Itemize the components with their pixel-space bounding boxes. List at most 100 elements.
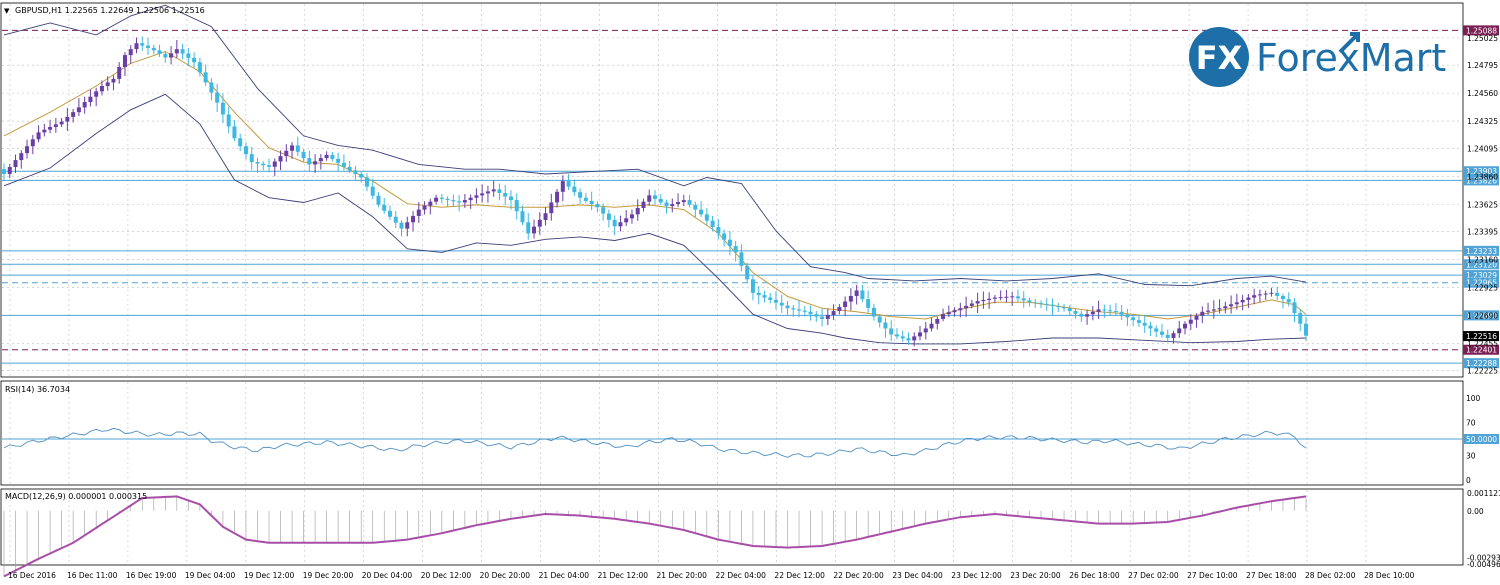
candle-body: [941, 314, 946, 319]
candle-body: [485, 191, 490, 194]
candle-body: [82, 102, 87, 108]
grid-lines: [2, 4, 1462, 564]
time-tick-label: 23 Dec 12:00: [951, 571, 1002, 580]
candle-body: [192, 57, 197, 63]
candle-body: [226, 114, 231, 127]
candle-body: [566, 181, 571, 187]
candle-body: [606, 213, 611, 220]
candle-body: [768, 297, 773, 300]
candle-body: [727, 239, 732, 247]
time-tick-label: 21 Dec 04:00: [539, 571, 590, 580]
candle-body: [537, 219, 542, 227]
time-tick-label: 27 Dec 18:00: [1246, 571, 1297, 580]
candle-body: [324, 154, 329, 159]
candle-body: [330, 154, 335, 159]
candle-body: [825, 314, 830, 319]
price-tick-label: 1.23860: [1467, 172, 1498, 181]
candle-body: [1033, 302, 1038, 304]
candle-body: [445, 198, 450, 201]
rsi-tick-label: 0: [1466, 476, 1471, 485]
time-tick-label: 20 Dec 04:00: [362, 571, 413, 580]
candle-body: [1102, 309, 1107, 311]
candle-body: [393, 216, 398, 223]
level-label: 1.22965: [1466, 279, 1497, 288]
price-tick-label: 1.23625: [1467, 200, 1498, 209]
candle-body: [30, 139, 35, 147]
time-tick-label: 19 Dec 04:00: [185, 571, 236, 580]
current-price-tag: [1463, 331, 1499, 342]
rsi-tick-label: 50.0000: [1466, 435, 1497, 444]
candle-body: [779, 302, 784, 306]
candle-body: [998, 297, 1003, 299]
time-tick-label: 28 Dec 02:00: [1305, 571, 1356, 580]
logo-arrow-icon: [1338, 32, 1360, 54]
candle-body: [1067, 308, 1072, 312]
level-label: 1.25088: [1466, 26, 1497, 35]
candle-body: [854, 290, 859, 296]
candle-body: [1090, 311, 1095, 315]
time-tick-label: 28 Dec 10:00: [1364, 571, 1415, 580]
level-tag: [1463, 245, 1499, 256]
rsi-tick-label: 100: [1466, 394, 1481, 403]
price-tick-label: 1.22690: [1467, 311, 1498, 320]
candle-body: [624, 218, 629, 223]
candle-body: [1263, 293, 1268, 295]
candle-body: [1206, 310, 1211, 312]
candle-body: [284, 150, 289, 157]
candle-body: [19, 153, 24, 161]
dropdown-triangle-icon[interactable]: ▼: [4, 7, 10, 15]
time-tick-label: 21 Dec 12:00: [598, 571, 649, 580]
level-tag: [1463, 175, 1499, 186]
candle-body: [353, 170, 358, 174]
level-tag: [1463, 25, 1499, 36]
candle-body: [2, 169, 6, 174]
candle-body: [249, 154, 254, 163]
candle-body: [739, 252, 744, 266]
candle-body: [831, 311, 836, 315]
candle-body: [1257, 294, 1262, 296]
rsi-tick-label: 70: [1466, 419, 1476, 428]
forexmart-logo: FX ForexMart: [1189, 27, 1446, 87]
candle-body: [370, 186, 375, 196]
candle-body: [560, 181, 565, 192]
candle-body: [169, 53, 174, 58]
candle-body: [992, 297, 997, 299]
candle-body: [635, 208, 640, 215]
candle-body: [399, 222, 404, 229]
candle-body: [203, 72, 208, 83]
level-label: 1.23029: [1466, 271, 1497, 280]
current-price-label: 1.22516: [1466, 332, 1497, 341]
candle-body: [733, 246, 738, 253]
candle-body: [434, 197, 439, 202]
candle-body: [215, 92, 220, 103]
candle-body: [290, 145, 295, 151]
macd-pane: [0, 488, 1464, 566]
candle-body: [387, 210, 392, 217]
time-tick-label: 19 Dec 12:00: [244, 571, 295, 580]
candle-body: [1165, 334, 1170, 338]
candle-body: [762, 295, 767, 298]
time-tick-label: 23 Dec 20:00: [1010, 571, 1061, 580]
candle-body: [301, 151, 306, 159]
candle-body: [238, 138, 243, 147]
rsi-line: [3, 427, 1307, 458]
candle-body: [1108, 310, 1113, 312]
candle-body: [808, 311, 813, 315]
candle-body: [1142, 322, 1147, 326]
level-label: 1.23233: [1466, 247, 1497, 256]
candle-body: [716, 227, 721, 234]
candle-body: [1217, 308, 1222, 310]
candle-body: [1200, 311, 1205, 316]
candle-body: [1113, 311, 1118, 313]
price-tick-label: 1.24095: [1467, 144, 1498, 153]
candle-body: [99, 86, 104, 92]
rsi-level-tag: [1463, 434, 1499, 444]
time-tick-label: 22 Dec 20:00: [833, 571, 884, 580]
candle-body: [416, 209, 421, 216]
symbol-caption: GBPUSD,H1 1.22565 1.22649 1.22506 1.2251…: [15, 6, 205, 15]
candle-body: [278, 156, 283, 162]
level-tag: [1463, 358, 1499, 369]
candle-body: [820, 316, 825, 319]
candle-body: [376, 195, 381, 205]
